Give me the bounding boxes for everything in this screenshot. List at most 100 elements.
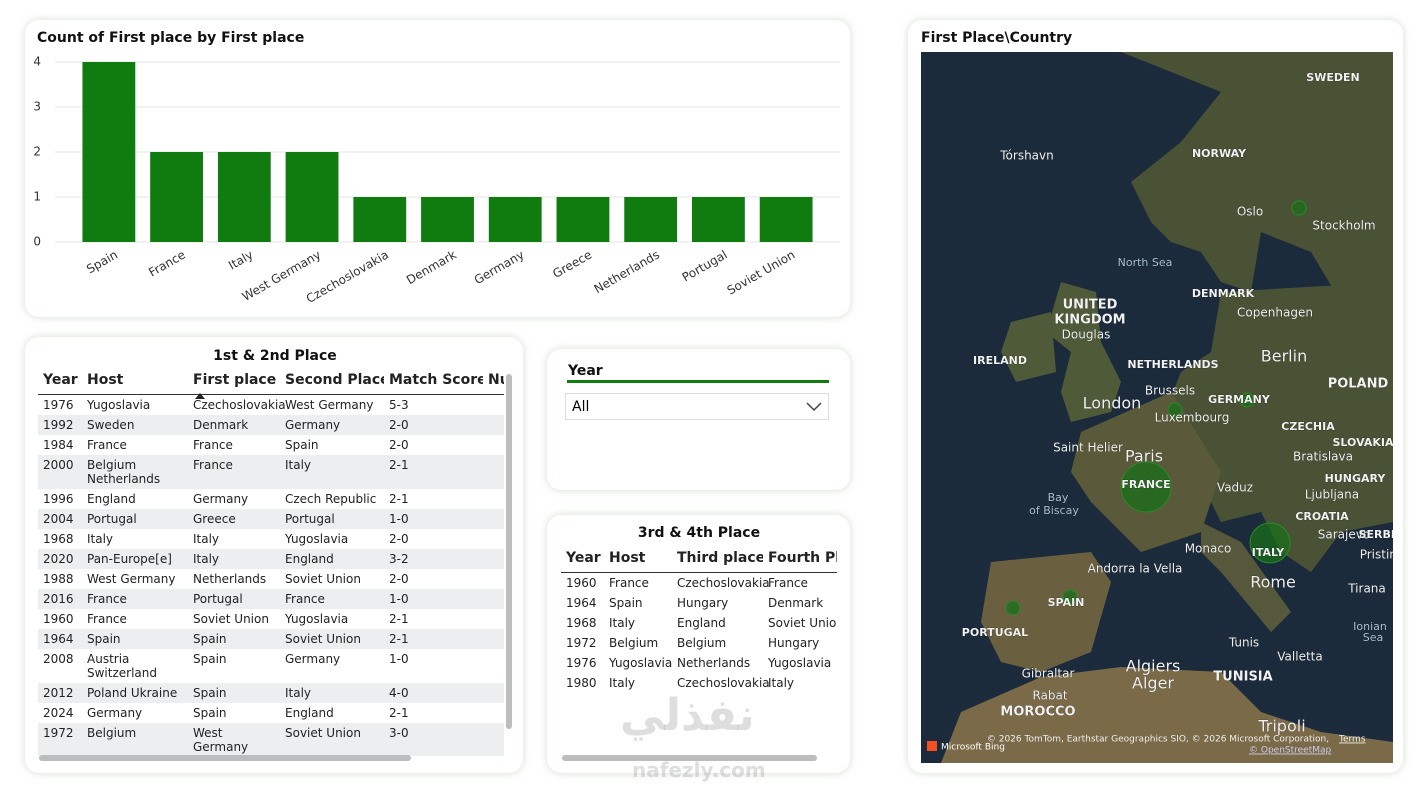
column-header[interactable]: Match Score (384, 370, 483, 395)
slicer-title: Year (568, 363, 603, 379)
column-header[interactable]: Second Place (280, 370, 384, 395)
y-tick-label: 1 (33, 190, 41, 204)
table-cell: Netherlands (677, 656, 751, 670)
table-row[interactable]: 2016 France Portugal France 1-0 (38, 589, 504, 609)
country-label: ITALY (1252, 546, 1286, 559)
table1-panel: 1st & 2nd Place Year Host First place Secon… (25, 337, 523, 773)
dropdown[interactable]: All (565, 393, 829, 420)
sea-label: Bay (1048, 491, 1069, 504)
table-row[interactable]: 2004 Portugal Greece Portugal 1-0 (38, 509, 504, 529)
country-label: NORWAY (1192, 147, 1247, 160)
city-label: Brussels (1145, 384, 1195, 398)
column-header[interactable]: Nu (483, 370, 504, 395)
country-label: HUNGARY (1325, 472, 1387, 485)
country-label: DENMARK (1192, 287, 1255, 300)
table-row[interactable]: 1988 West Germany Netherlands Soviet Union 2… (38, 569, 504, 589)
table-row[interactable]: 1968 Italy England Soviet Union (561, 613, 837, 633)
table-cell: 1-0 (389, 652, 409, 666)
h-scrollbar[interactable] (562, 755, 817, 761)
column-header[interactable]: Year (38, 370, 82, 395)
table2-panel: 3rd & 4th Place Year Host Third place Fourt… (547, 515, 850, 773)
sea-label: Ionian (1353, 620, 1387, 633)
table-cell: Germany (285, 652, 341, 666)
x-tick-label: Soviet Union (725, 248, 798, 298)
table-cell: Denmark (188, 415, 280, 435)
table-cell: 1996 (43, 492, 74, 506)
bing-text: Microsoft Bing (941, 743, 1005, 753)
table-row[interactable]: 2000 Belgium Netherlands France Italy 2-1 (38, 455, 504, 489)
v-scrollbar[interactable] (506, 374, 512, 729)
column-header[interactable]: Host (82, 370, 188, 395)
table-cell: Italy (609, 616, 636, 630)
terms-link[interactable]: Terms (1338, 735, 1366, 745)
table-cell: Hungary (768, 636, 820, 650)
table-row[interactable]: 1964 Spain Hungary Denmark (561, 593, 837, 613)
bing-logo (927, 741, 937, 751)
table-row[interactable]: 1976 Yugoslavia Czechoslovakia West Germany… (38, 395, 504, 416)
table-cell: Yugoslavia (285, 532, 349, 546)
table-row[interactable]: 1992 Sweden Denmark Germany 2-0 (38, 415, 504, 435)
table-row[interactable]: 1980 Italy Czechoslovakia Italy (561, 673, 837, 693)
table-cell: Portugal (188, 589, 280, 609)
table-cell: 5-3 (389, 398, 409, 412)
table-row[interactable]: 2012 Poland Ukraine Spain Italy 4-0 (38, 683, 504, 703)
table-cell: 1968 (566, 616, 597, 630)
table-cell (483, 415, 504, 435)
table-row[interactable]: 2008 Austria Switzerland Spain Germany 1-0 (38, 649, 504, 683)
city-label: Sarajevo (1318, 528, 1370, 542)
city-label: Vaduz (1217, 481, 1253, 495)
table-row[interactable]: 1964 Spain Spain Soviet Union 2-1 (38, 629, 504, 649)
city-label: Paris (1125, 447, 1163, 466)
table-cell: Italy (188, 549, 280, 569)
table-row[interactable]: 1960 France Soviet Union Yugoslavia 2-1 (38, 609, 504, 629)
h-scrollbar[interactable] (39, 755, 411, 761)
column-header[interactable]: Year (561, 548, 604, 573)
table-row[interactable]: 1972 Belgium West Germany Soviet Union 3-0 (38, 723, 504, 756)
table-cell: Germany (87, 706, 143, 720)
table-cell: Yugoslavia (285, 612, 349, 626)
table-cell (483, 549, 504, 569)
table-row[interactable]: 1960 France Czechoslovakia France (561, 573, 837, 594)
map-bubbles (1005, 200, 1307, 616)
table-cell: West Germany (285, 398, 374, 412)
table-row[interactable]: 1968 Italy Italy Yugoslavia 2-0 (38, 529, 504, 549)
city-label: Valletta (1277, 650, 1322, 664)
column-header[interactable]: Host (604, 548, 672, 573)
table-row[interactable]: 1972 Belgium Belgium Hungary (561, 633, 837, 653)
osm-link[interactable]: © OpenStreetMap (1249, 746, 1332, 756)
table-cell (483, 529, 504, 549)
table-cell: 2-1 (384, 455, 483, 489)
header-row: Year Host First place Second Place Match Sco… (38, 370, 504, 395)
table-cell (483, 609, 504, 629)
country-label: UNITED (1063, 298, 1118, 313)
table-cell: West Germany (188, 723, 280, 756)
map[interactable]: SWEDEN Tórshavn NORWAY Oslo Stockholm North S… (921, 52, 1393, 763)
country-label: SPAIN (1048, 596, 1085, 609)
table-cell: Soviet Union (280, 723, 384, 756)
sea-label: Sea (1363, 631, 1384, 644)
country-label: NETHERLANDS (1127, 358, 1218, 371)
table-row[interactable]: 2024 Germany Spain England 2-1 (38, 703, 504, 723)
column-header[interactable]: Fourth Pla (763, 548, 837, 573)
column-header[interactable]: First place (188, 370, 280, 395)
table-cell: Spain (193, 706, 227, 720)
table-cell (483, 589, 504, 609)
table-cell: 1960 (43, 612, 74, 626)
table-cell: Portugal (280, 509, 384, 529)
country-label: GERMANY (1208, 393, 1271, 406)
column-header[interactable]: Third place (672, 548, 763, 573)
table-cell: Germany (280, 415, 384, 435)
table-cell: Spain (188, 683, 280, 703)
table-row[interactable]: 1976 Yugoslavia Netherlands Yugoslavia (561, 653, 837, 673)
table-row[interactable]: 1984 France France Spain 2-0 (38, 435, 504, 455)
country-label: KINGDOM (1054, 313, 1125, 328)
table-cell: Yugoslavia (87, 398, 151, 412)
table-cell: Italy (280, 455, 384, 489)
country-label: IRELAND (973, 354, 1027, 367)
table-row[interactable]: 1996 England Germany Czech Republic 2-1 (38, 489, 504, 509)
table-cell: France (87, 612, 127, 626)
table-cell: 1964 (566, 596, 597, 610)
table-row[interactable]: 2020 Pan-Europe[e] Italy England 3-2 (38, 549, 504, 569)
table-cell: France (188, 455, 280, 489)
table-cell: 2000 (38, 455, 82, 489)
